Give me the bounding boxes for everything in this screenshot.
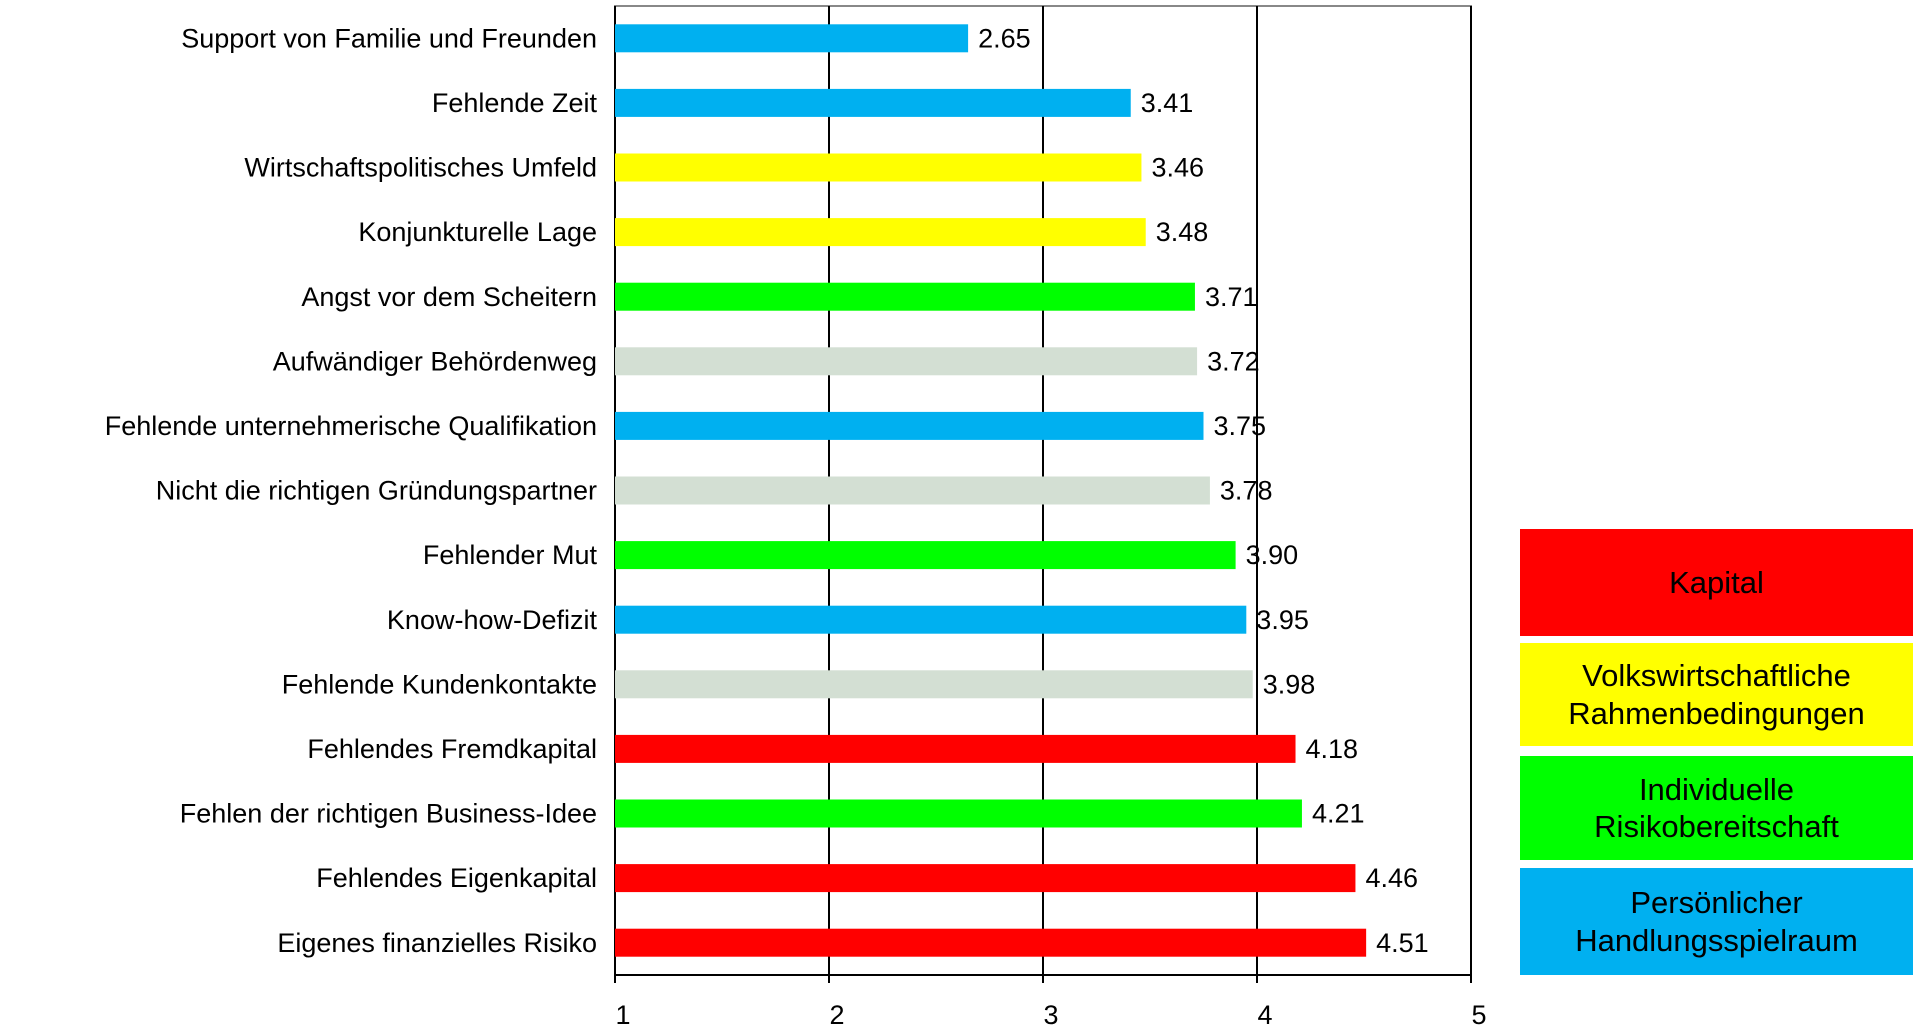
category-label: Nicht die richtigen Gründungspartner [156,476,597,506]
x-tick-label: 4 [1257,1000,1272,1029]
value-label: 4.21 [1312,799,1365,829]
x-tick-label: 1 [615,1000,630,1029]
value-label: 3.78 [1220,476,1273,506]
category-label: Wirtschaftspolitisches Umfeld [244,153,597,183]
value-label: 4.51 [1376,928,1429,958]
value-label: 3.41 [1141,88,1194,118]
value-label: 4.18 [1306,734,1359,764]
bar [615,282,1195,311]
value-label: 3.48 [1156,217,1209,247]
category-label: Fehlender Mut [423,540,598,570]
legend-item: Kapital [1520,529,1913,636]
x-tick-label: 5 [1471,1000,1486,1029]
value-label: 3.75 [1214,411,1267,441]
category-label: Angst vor dem Scheitern [301,282,597,312]
bar [615,88,1131,117]
category-label: Fehlende Zeit [432,88,598,118]
bar [615,605,1247,634]
bar [615,864,1356,893]
value-label: 3.95 [1256,605,1309,635]
bar [615,476,1210,505]
x-tick-label: 3 [1043,1000,1058,1029]
category-label: Fehlende Kundenkontakte [282,669,597,699]
bar [615,411,1204,440]
category-label: Fehlendes Fremdkapital [307,734,597,764]
bar [615,734,1296,763]
bar [615,928,1367,957]
bar [615,218,1146,247]
value-label: 3.71 [1205,282,1258,312]
category-label: Aufwändiger Behördenweg [273,346,597,376]
value-label: 4.46 [1365,863,1418,893]
category-label: Konjunkturelle Lage [358,217,597,247]
value-label: 3.46 [1151,153,1204,183]
category-label: Know-how-Defizit [387,605,598,635]
category-label: Fehlende unternehmerische Qualifikation [105,411,597,441]
legend-item: Volkswirtschaftliche Rahmenbedingungen [1520,643,1913,746]
bar [615,670,1253,699]
bar [615,541,1236,570]
value-label: 3.90 [1246,540,1299,570]
category-label: Fehlen der richtigen Business-Idee [180,799,597,829]
legend-item: Persönlicher Handlungsspielraum [1520,868,1913,975]
category-label: Fehlendes Eigenkapital [316,863,597,893]
category-label: Eigenes finanzielles Risiko [277,928,597,958]
bar [615,24,969,53]
value-label: 3.72 [1207,346,1260,376]
bar [615,799,1302,828]
legend-item: Individuelle Risikobereitschaft [1520,756,1913,860]
bar [615,347,1198,376]
value-label: 2.65 [978,23,1031,53]
value-label: 3.98 [1263,669,1316,699]
x-tick-label: 2 [829,1000,844,1029]
category-label: Support von Familie und Freunden [181,23,597,53]
bar [615,153,1142,182]
